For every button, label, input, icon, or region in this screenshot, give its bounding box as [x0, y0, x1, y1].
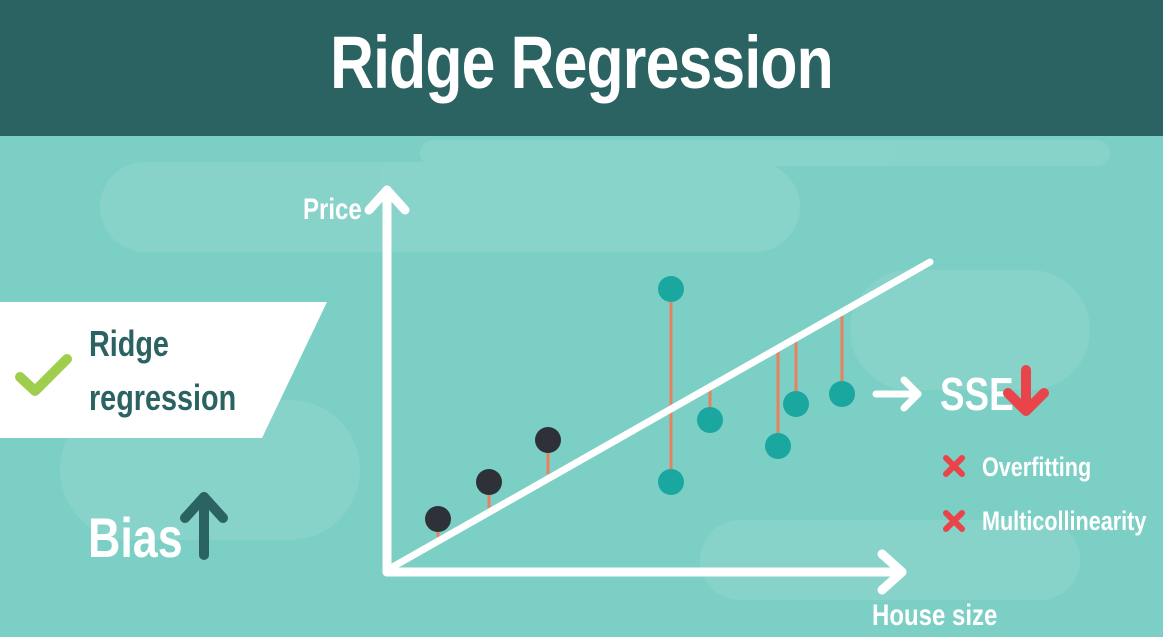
- data-point: [658, 276, 684, 302]
- method-label-line1: Ridge: [89, 323, 169, 364]
- problem-label: Overfitting: [982, 453, 1091, 483]
- residuals: [436, 289, 844, 537]
- check-icon: [15, 354, 72, 396]
- x-axis-label: House size: [872, 597, 997, 631]
- data-points-dark: [425, 427, 561, 532]
- arrow-down-icon: [1003, 365, 1049, 416]
- sse-label: SSE: [940, 368, 1014, 420]
- data-point: [535, 427, 561, 453]
- cross-icon: [943, 455, 965, 477]
- data-point: [425, 506, 451, 532]
- arrow-right-icon: [872, 376, 922, 412]
- data-point: [476, 469, 502, 495]
- header-bar: [0, 0, 1163, 136]
- cross-icon: [943, 510, 965, 532]
- x-axis-arrowhead: [877, 549, 907, 595]
- method-label-line2: regression: [89, 377, 236, 418]
- arrow-up-icon: [180, 492, 228, 560]
- data-point: [829, 381, 855, 407]
- axes: [364, 185, 907, 595]
- data-points-teal: [658, 276, 855, 495]
- regression-line: [385, 258, 934, 573]
- data-point: [765, 433, 791, 459]
- data-point: [697, 407, 723, 433]
- problem-label: Multicollinearity: [982, 507, 1147, 537]
- slide-title: Ridge Regression: [330, 21, 834, 104]
- method-card: [0, 302, 327, 438]
- y-axis-label: Price: [303, 191, 362, 225]
- bias-label: Bias: [88, 506, 183, 569]
- data-point: [783, 391, 809, 417]
- y-axis-arrowhead: [364, 185, 410, 215]
- data-point: [658, 469, 684, 495]
